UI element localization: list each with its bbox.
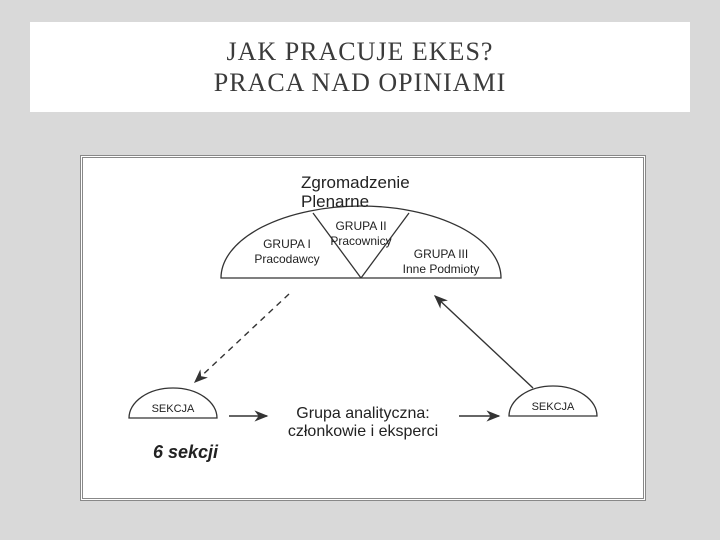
- svg-text:GRUPA IIPracownicy: GRUPA IIPracownicy: [330, 219, 391, 248]
- svg-text:GRUPA IIIInne Podmioty: GRUPA IIIInne Podmioty: [403, 247, 480, 276]
- slide: JAK PRACUJE EKES? PRACA NAD OPINIAMI Zgr…: [0, 0, 720, 540]
- footer-label: 6 sekcji: [153, 442, 219, 462]
- svg-text:SEKCJA: SEKCJA: [532, 401, 575, 413]
- title-box: JAK PRACUJE EKES? PRACA NAD OPINIAMI: [30, 22, 690, 112]
- arrows: [195, 294, 533, 416]
- title-line-1: JAK PRACUJE EKES?: [227, 36, 494, 67]
- svg-text:SEKCJA: SEKCJA: [152, 403, 195, 415]
- diagram-svg: ZgromadzeniePlenarne GRUPA IPracodawcy GR…: [83, 158, 643, 498]
- plenary-label: ZgromadzeniePlenarne: [301, 173, 410, 211]
- diagram-frame: ZgromadzeniePlenarne GRUPA IPracodawcy GR…: [80, 155, 646, 501]
- svg-text:GRUPA IPracodawcy: GRUPA IPracodawcy: [254, 237, 319, 266]
- center-text: Grupa analityczna:członkowie i eksperci: [288, 405, 438, 440]
- title-line-2: PRACA NAD OPINIAMI: [214, 67, 506, 98]
